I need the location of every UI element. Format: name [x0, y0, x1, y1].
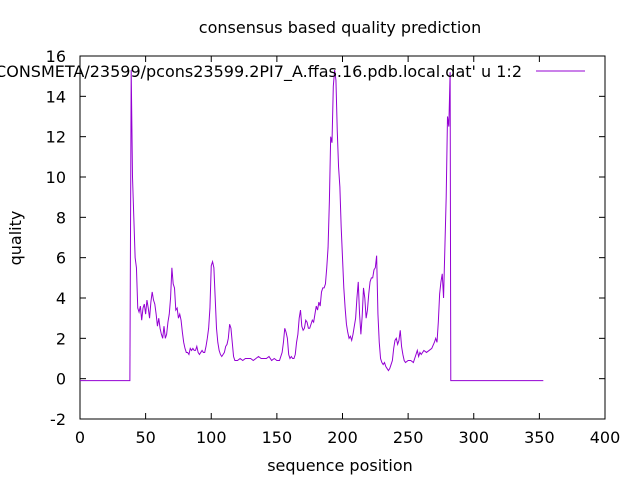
chart-title: consensus based quality prediction — [199, 18, 481, 37]
y-tick-label: 0 — [56, 370, 66, 389]
x-tick-label: 50 — [135, 428, 155, 447]
x-axis-label: sequence position — [267, 456, 413, 475]
y-tick-label: 8 — [56, 208, 66, 227]
y-tick-label: 6 — [56, 249, 66, 268]
y-tick-label: -2 — [50, 410, 66, 429]
x-tick-label: 200 — [327, 428, 358, 447]
plot-border — [79, 55, 606, 420]
y-tick-label: 16 — [46, 47, 66, 66]
x-tick-label: 0 — [75, 428, 85, 447]
y-tick-label: 2 — [56, 329, 66, 348]
legend-label: 'PCONSMETA/23599/pcons23599.2PI7_A.ffas.… — [0, 62, 522, 82]
axis-ticks: 0 50 100 150 200 250 300 350 400 -2 0 2 4 6 8 10 12 14 16 — [46, 47, 621, 447]
y-tick-label: 4 — [56, 289, 66, 308]
x-tick-label: 250 — [393, 428, 424, 447]
x-tick-label: 300 — [458, 428, 489, 447]
y-tick-label: 14 — [46, 87, 66, 106]
plot-frame — [79, 55, 606, 420]
series-layer — [80, 70, 544, 382]
legend: 'PCONSMETA/23599/pcons23599.2PI7_A.ffas.… — [0, 62, 585, 82]
x-tick-label: 100 — [196, 428, 227, 447]
y-tick-label: 12 — [46, 128, 66, 147]
series-line-0 — [80, 70, 544, 382]
x-tick-label: 150 — [262, 428, 293, 447]
y-tick-label: 10 — [46, 168, 66, 187]
y-axis-label: quality — [6, 211, 25, 266]
x-tick-label: 350 — [524, 428, 555, 447]
x-tick-label: 400 — [590, 428, 621, 447]
